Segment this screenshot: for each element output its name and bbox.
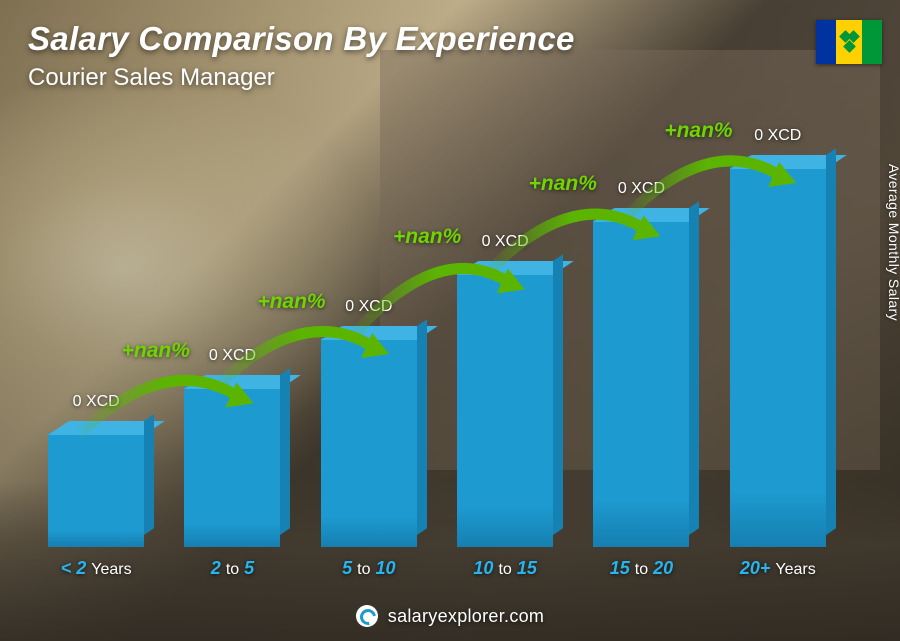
bar-3d <box>184 387 280 547</box>
bar-front-face <box>457 273 553 547</box>
bar-slot: 0 XCD <box>30 393 162 547</box>
x-axis-label: < 2 Years <box>30 558 162 579</box>
bar-3d <box>593 220 689 547</box>
x-axis-label: 2 to 5 <box>166 558 298 579</box>
bar-slot: 0 XCD <box>575 180 707 547</box>
country-flag-svg-icon <box>816 20 882 64</box>
bar-value-label: 0 XCD <box>618 180 665 198</box>
bar-front-face <box>321 338 417 547</box>
flag-stripe-blue <box>816 20 836 64</box>
bar-value-label: 0 XCD <box>482 233 529 251</box>
title-block: Salary Comparison By Experience Courier … <box>28 20 780 92</box>
bar-side-face <box>417 319 427 535</box>
bar-slot: 0 XCD <box>439 233 571 547</box>
bar-side-face <box>144 414 154 535</box>
bar-3d <box>730 167 826 547</box>
bar-front-face <box>593 220 689 547</box>
bar-value-label: 0 XCD <box>73 393 120 411</box>
bar-side-face <box>553 254 563 535</box>
bar-value-label: 0 XCD <box>209 347 256 365</box>
bar-value-label: 0 XCD <box>345 298 392 316</box>
chart-title: Salary Comparison By Experience <box>28 20 780 58</box>
x-axis-label: 20+ Years <box>712 558 844 579</box>
x-axis-label: 15 to 20 <box>575 558 707 579</box>
y-axis-label: Average Monthly Salary <box>886 163 900 320</box>
bar-side-face <box>280 368 290 535</box>
bar-front-face <box>184 387 280 547</box>
bar-chart: 0 XCD0 XCD0 XCD0 XCD0 XCD0 XCD +nan%+nan… <box>30 109 844 579</box>
flag-stripe-green <box>862 20 882 64</box>
bar-3d <box>48 433 144 547</box>
bar-side-face <box>689 201 699 535</box>
bar-front-face <box>730 167 826 547</box>
bar-value-label: 0 XCD <box>754 127 801 145</box>
bar-3d <box>321 338 417 547</box>
bars-container: 0 XCD 0 XCD 0 XCD 0 XCD 0 XCD 0 XCD <box>30 109 844 547</box>
bar-3d <box>457 273 553 547</box>
bar-side-face <box>826 148 836 535</box>
x-axis-label: 10 to 15 <box>439 558 571 579</box>
x-axis-label: 5 to 10 <box>303 558 435 579</box>
flag-stripe-yellow <box>836 20 862 64</box>
footer-text: salaryexplorer.com <box>388 606 544 627</box>
bar-slot: 0 XCD <box>712 127 844 547</box>
bar-slot: 0 XCD <box>166 347 298 547</box>
x-axis: < 2 Years2 to 55 to 1010 to 1515 to 2020… <box>30 558 844 579</box>
footer: salaryexplorer.com <box>0 605 900 627</box>
chart-subtitle: Courier Sales Manager <box>28 64 780 92</box>
bar-slot: 0 XCD <box>303 298 435 547</box>
site-logo-icon <box>356 605 378 627</box>
bar-front-face <box>48 433 144 547</box>
